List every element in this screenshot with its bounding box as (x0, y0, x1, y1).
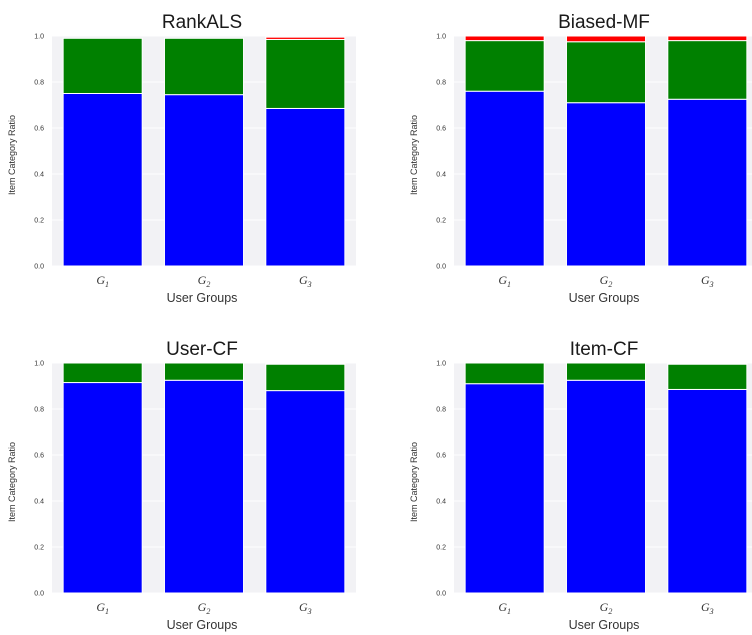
chart-panel-item-cf: Item-CF User Groups Item Category Ratio … (376, 318, 752, 635)
bar-segment-green (163, 362, 245, 381)
x-axis-label: User Groups (569, 618, 640, 632)
x-axis-label: User Groups (167, 618, 238, 632)
y-tick-label: 0.6 (34, 453, 44, 460)
bar-segment-green (464, 362, 545, 385)
y-tick-label: 1.0 (436, 34, 446, 41)
y-tick-label: 0.4 (436, 499, 446, 506)
y-tick-label: 1.0 (34, 361, 44, 368)
x-tick-label: G1 (96, 600, 109, 616)
y-tick-label: 0.8 (436, 80, 446, 87)
y-tick-label: 0.4 (436, 172, 446, 179)
y-tick-label: 0.6 (34, 126, 44, 133)
bar-segment-blue (265, 390, 346, 594)
x-tick-label: G2 (198, 273, 211, 289)
bar-segment-blue (265, 107, 346, 267)
y-tick-label: 0.8 (34, 80, 44, 87)
x-tick-label: G3 (299, 600, 312, 616)
chart-svg: Item-CF User Groups Item Category Ratio … (409, 339, 752, 632)
y-tick-label: 0.6 (436, 453, 446, 460)
y-tick-label: 0.6 (436, 126, 446, 133)
x-tick-label: G2 (600, 600, 613, 616)
y-axis-label: Item Category Ratio (7, 442, 17, 522)
bar-segment-green (265, 363, 346, 392)
x-tick-label: G2 (600, 273, 613, 289)
y-tick-label: 0.4 (34, 499, 44, 506)
bar-segment-blue (565, 102, 647, 267)
x-axis-label: User Groups (167, 291, 238, 305)
y-tick-label: 0.8 (436, 407, 446, 414)
chart-title: Item-CF (570, 339, 639, 360)
bar-segment-blue (667, 388, 748, 594)
chart-panel-user-cf: User-CF User Groups Item Category Ratio … (0, 318, 376, 635)
x-tick-label: G3 (701, 273, 714, 289)
bar-segment-green (265, 38, 346, 109)
y-tick-label: 0.0 (436, 591, 446, 598)
x-tick-label: G3 (701, 600, 714, 616)
x-tick-label: G3 (299, 273, 312, 289)
bar-segment-red (565, 35, 647, 43)
chart-svg: User-CF User Groups Item Category Ratio … (7, 339, 356, 632)
chart-title: RankALS (162, 12, 242, 33)
y-tick-label: 0.0 (34, 591, 44, 598)
bar-segment-green (667, 40, 748, 100)
x-tick-label: G1 (498, 273, 511, 289)
bar-segment-green (163, 37, 245, 96)
bar-segment-green (62, 362, 143, 384)
y-tick-label: 0.2 (34, 545, 44, 552)
bar-segment-red (464, 35, 545, 42)
bar-segment-blue (565, 379, 647, 594)
bar-segment-red (265, 362, 346, 365)
bar-segment-blue (62, 93, 143, 267)
y-tick-label: 0.0 (34, 264, 44, 271)
y-tick-label: 0.2 (436, 545, 446, 552)
bar-segment-blue (464, 90, 545, 267)
chart-panel-biased-mf: Biased-MF User Groups Item Category Rati… (376, 0, 752, 317)
chart-svg: RankALS User Groups Item Category Ratio … (7, 12, 356, 305)
chart-panel-rankals: RankALS User Groups Item Category Ratio … (0, 0, 376, 317)
y-tick-label: 1.0 (34, 34, 44, 41)
chart-title: Biased-MF (558, 12, 650, 33)
bar-segment-green (565, 41, 647, 104)
bar-segment-red (667, 362, 748, 365)
bar-segment-blue (163, 379, 245, 594)
bar-segment-green (667, 363, 748, 390)
bar-segment-red (265, 36, 346, 40)
bar-segment-blue (62, 382, 143, 594)
y-tick-label: 0.2 (436, 218, 446, 225)
bar-segment-green (565, 362, 647, 381)
y-tick-label: 1.0 (436, 361, 446, 368)
x-axis-label: User Groups (569, 291, 640, 305)
chart-title: User-CF (166, 339, 238, 360)
y-axis-label: Item Category Ratio (409, 115, 419, 195)
y-tick-label: 0.2 (34, 218, 44, 225)
y-axis-label: Item Category Ratio (409, 442, 419, 522)
chart-svg: Biased-MF User Groups Item Category Rati… (409, 12, 752, 305)
bar-segment-blue (163, 94, 245, 267)
x-tick-label: G1 (96, 273, 109, 289)
bar-segment-green (62, 37, 143, 94)
bar-segment-green (464, 40, 545, 92)
bar-segment-blue (667, 98, 748, 267)
y-tick-label: 0.4 (34, 172, 44, 179)
y-axis-label: Item Category Ratio (7, 115, 17, 195)
y-tick-label: 0.8 (34, 407, 44, 414)
bar-segment-red (667, 35, 748, 42)
y-tick-label: 0.0 (436, 264, 446, 271)
bar-segment-blue (464, 383, 545, 594)
x-tick-label: G1 (498, 600, 511, 616)
x-tick-label: G2 (198, 600, 211, 616)
